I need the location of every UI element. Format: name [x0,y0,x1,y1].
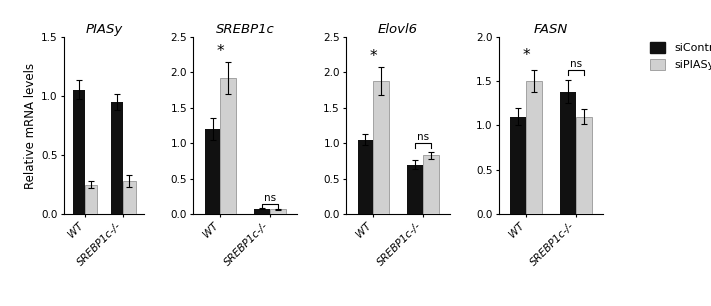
Y-axis label: Relative mRNA levels: Relative mRNA levels [24,62,37,188]
Bar [254,208,270,214]
Text: *: * [523,48,530,63]
Title: SREBP1c: SREBP1c [216,23,274,35]
Title: Elovl6: Elovl6 [378,23,418,35]
Bar [205,129,220,214]
Bar [526,81,542,214]
Legend: siControl, siPIASy: siControl, siPIASy [650,42,711,70]
Bar [73,90,85,214]
Text: ns: ns [417,132,429,142]
Bar [123,181,136,214]
Bar [373,81,389,214]
Bar [111,102,123,214]
Title: PIASy: PIASy [85,23,123,35]
Bar [270,209,286,214]
Bar [85,185,97,214]
Text: ns: ns [570,59,582,69]
Bar [560,92,576,214]
Bar [407,165,423,214]
Bar [510,117,526,214]
Bar [423,155,439,214]
Bar [576,117,592,214]
Text: *: * [370,49,377,64]
Bar [220,78,236,214]
Bar [358,140,373,214]
Text: ns: ns [264,193,276,203]
Title: FASN: FASN [534,23,568,35]
Text: *: * [217,44,224,59]
